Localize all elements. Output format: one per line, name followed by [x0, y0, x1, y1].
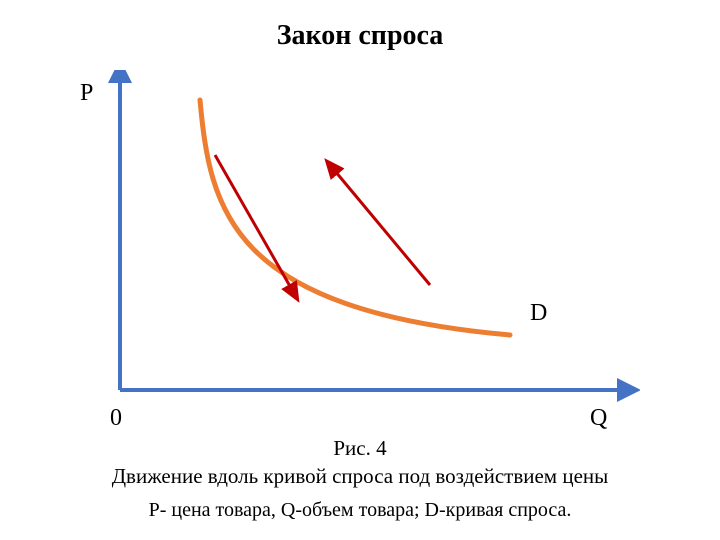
demand-chart: P D 0 Q	[80, 70, 640, 410]
y-axis-label: P	[80, 80, 93, 107]
page-title: Закон спроса	[0, 20, 720, 52]
curve-label: D	[530, 300, 547, 327]
origin-label: 0	[110, 405, 122, 432]
caption-line1: Рис. 4	[0, 435, 720, 462]
caption-line2: Движение вдоль кривой спроса под воздейс…	[0, 463, 720, 490]
x-axis-label: Q	[590, 405, 607, 432]
figure-caption: Рис. 4 Движение вдоль кривой спроса под …	[0, 435, 720, 490]
figure-legend: P- цена товара, Q-объем товара; D-кривая…	[0, 499, 720, 522]
chart-svg	[80, 70, 640, 410]
